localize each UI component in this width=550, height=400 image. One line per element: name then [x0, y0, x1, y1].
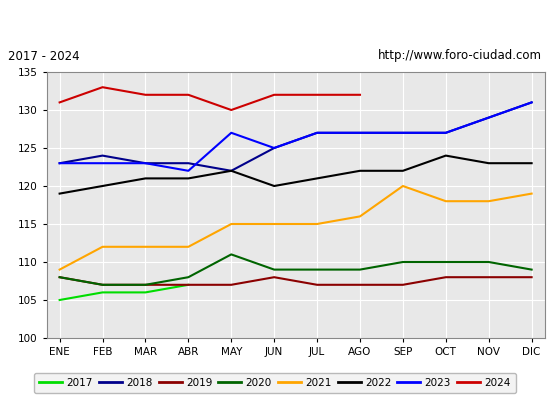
Text: Evolucion num de emigrantes en Lorquí: Evolucion num de emigrantes en Lorquí: [109, 12, 441, 30]
Text: 2017 - 2024: 2017 - 2024: [8, 50, 80, 62]
Text: http://www.foro-ciudad.com: http://www.foro-ciudad.com: [378, 50, 542, 62]
Legend: 2017, 2018, 2019, 2020, 2021, 2022, 2023, 2024: 2017, 2018, 2019, 2020, 2021, 2022, 2023…: [34, 373, 516, 393]
